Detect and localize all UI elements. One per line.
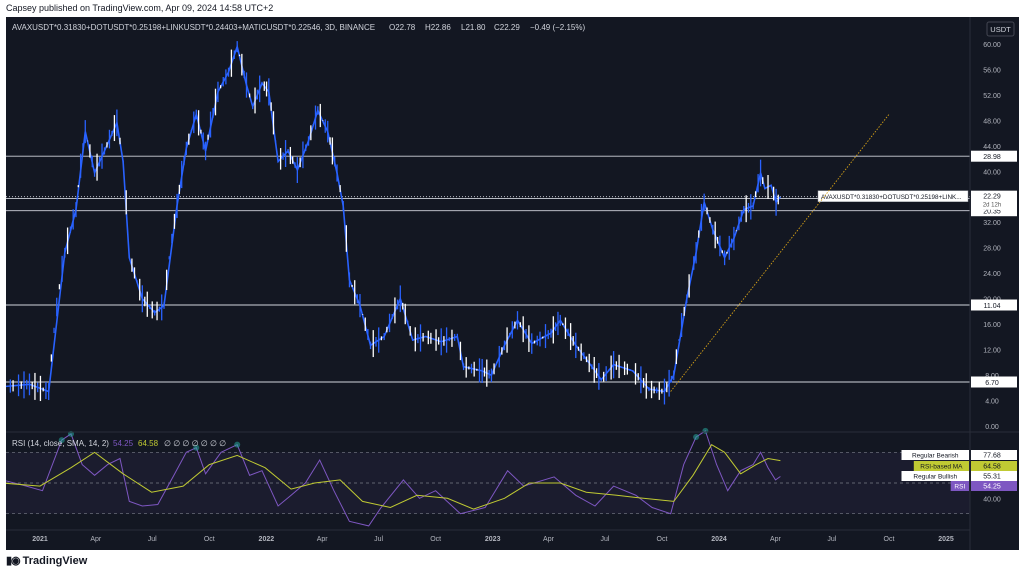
price-tick: 0.00 <box>985 424 999 431</box>
time-tick: 2025 <box>938 536 954 543</box>
rsi-marker-value-bg <box>971 461 1017 471</box>
legend-symbol: AVAXUSDT*0.31830+DOTUSDT*0.25198+LINKUSD… <box>12 23 375 32</box>
currency-button[interactable]: USDT <box>986 21 1015 37</box>
price-tick: 40.00 <box>983 169 1001 176</box>
legend-close: C22.29 <box>494 23 520 32</box>
rsi-marker-label: RSI-based MA <box>920 464 963 471</box>
overbought-marker <box>693 434 700 440</box>
time-tick: Oct <box>884 536 895 543</box>
time-tick: 2024 <box>711 536 727 543</box>
footer-bar: ▮◉ TradingView <box>0 550 1024 570</box>
rsi-marker-value: 77.68 <box>983 453 1001 460</box>
price-pane: AVAXUSDT*0.31830+DOTUSDT*0.25198+LINK... <box>1 41 970 405</box>
level-label: 20.35 <box>983 209 1001 216</box>
price-axis: 60.0056.0052.0048.0044.0040.0036.0032.00… <box>901 17 1017 550</box>
publisher-text: Capsey published on TradingView.com, Apr… <box>6 3 274 13</box>
legend: AVAXUSDT*0.31830+DOTUSDT*0.25198+LINKUSD… <box>12 23 585 448</box>
symbol-tag-label: AVAXUSDT*0.31830+DOTUSDT*0.25198+LINK... <box>821 194 962 201</box>
time-tick: Oct <box>657 536 668 543</box>
rsi-ma-line <box>2 444 781 510</box>
time-tick: 2022 <box>259 536 275 543</box>
level-badge <box>971 205 1017 217</box>
time-tick: Jul <box>148 536 157 543</box>
price-tick: 48.00 <box>983 118 1001 125</box>
time-tick: Apr <box>90 536 102 543</box>
rsi-marker-label-bg <box>901 471 969 481</box>
time-axis: 2021 Apr Jul Oct 2022 Apr Jul Oct 2023 Apr Jul Oct 2… <box>6 529 970 543</box>
time-tick: Oct <box>430 536 441 543</box>
rsi-marker-value-bg <box>971 481 1017 491</box>
overbought-marker <box>58 437 65 444</box>
rsi-marker-value-bg <box>971 450 1017 460</box>
overbought-marker <box>234 441 241 448</box>
rsi-legend-value: 54.25 <box>113 439 134 448</box>
rsi-marker-label-bg <box>901 450 969 460</box>
last-price-label: 22.29 <box>983 194 1001 201</box>
time-tick: Jul <box>600 536 609 543</box>
legend-high: H22.86 <box>425 23 451 32</box>
time-tick: Jul <box>827 536 836 543</box>
rsi-marker-value: 54.25 <box>983 484 1001 491</box>
time-tick: Oct <box>204 536 215 543</box>
price-tick: 56.00 <box>983 67 1001 74</box>
rsi-line <box>2 430 781 527</box>
level-label: 11.04 <box>984 303 1001 310</box>
level-label: 28.98 <box>983 154 1001 161</box>
overbought-marker <box>193 444 200 451</box>
tradingview-logo[interactable]: ▮◉ TradingView <box>6 554 87 567</box>
price-tick: 52.00 <box>983 93 1001 100</box>
rsi-marker-label: Regular Bullish <box>913 474 957 481</box>
tradingview-icon: ▮◉ <box>6 555 21 567</box>
rsi-legend-extra: ∅ ∅ ∅ ∅ ∅ ∅ ∅ <box>164 439 226 448</box>
price-tick: 12.00 <box>983 347 1001 354</box>
price-tick: 16.00 <box>983 322 1001 329</box>
legend-low: L21.80 <box>461 23 486 32</box>
price-tick: 8.00 <box>985 373 999 380</box>
time-tick: 2023 <box>485 536 501 543</box>
publisher-bar: Capsey published on TradingView.com, Apr… <box>0 0 1024 17</box>
chart-area[interactable]: AVAXUSDT*0.31830+DOTUSDT*0.25198+LINK...… <box>1 17 1019 550</box>
rsi-marker-value-bg <box>971 471 1017 481</box>
rsi-legend-label: RSI (14, close, SMA, 14, 2) <box>12 439 109 448</box>
time-tick: Jul <box>374 536 383 543</box>
overbought-marker <box>702 427 709 434</box>
rsi-marker-value: 55.31 <box>983 474 1001 481</box>
level-badge <box>971 299 1017 311</box>
currency-label[interactable]: USDT <box>990 25 1011 34</box>
price-tick: 24.00 <box>983 271 1001 278</box>
rsi-legend-ma: 64.58 <box>138 439 159 448</box>
level-badge <box>971 376 1017 388</box>
last-price-badge <box>971 190 1017 210</box>
rsi-marker-label: RSI <box>954 484 965 491</box>
countdown-label: 2d 12h <box>983 203 1001 209</box>
price-line <box>2 43 782 393</box>
level-label: 6.70 <box>985 380 999 387</box>
rsi-marker-value: 64.58 <box>983 464 1001 471</box>
rsi-marker-label: Regular Bearish <box>912 453 959 460</box>
time-tick: Apr <box>543 536 555 543</box>
rsi-pane <box>2 427 970 527</box>
time-tick: Apr <box>770 536 782 543</box>
level-badge <box>971 150 1017 162</box>
price-tick: 4.00 <box>985 398 999 405</box>
rsi-marker-label-bg <box>950 481 969 491</box>
brand-text: TradingView <box>22 555 88 567</box>
rsi-marker-label-bg <box>913 461 969 471</box>
price-tick: 60.00 <box>983 42 1001 49</box>
legend-open: O22.78 <box>389 23 416 32</box>
chart-canvas[interactable]: AVAXUSDT*0.31830+DOTUSDT*0.25198+LINK...… <box>1 17 1019 550</box>
rsi-tick: 40.00 <box>983 496 1001 503</box>
price-tick: 28.00 <box>983 246 1001 253</box>
time-tick: 2021 <box>32 536 48 543</box>
symbol-tag <box>817 190 969 202</box>
time-tick: Apr <box>317 536 329 543</box>
price-tick: 32.00 <box>983 220 1001 227</box>
legend-change: −0.49 (−2.15%) <box>530 23 585 32</box>
price-tick: 44.00 <box>983 144 1001 151</box>
